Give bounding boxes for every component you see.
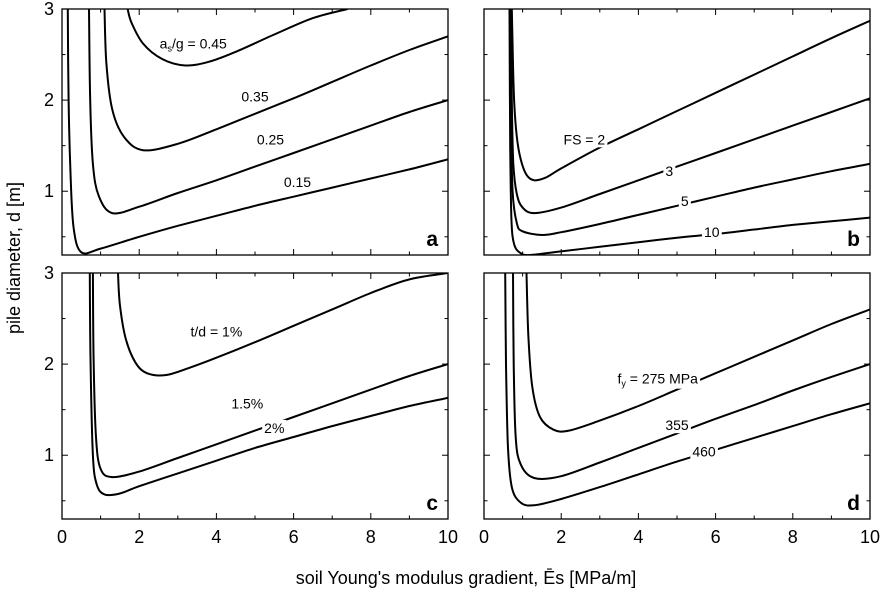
x-tick-label-c: 10: [438, 527, 458, 547]
x-tick-label-d: 2: [556, 527, 566, 547]
y-tick-label-c: 1: [44, 445, 54, 465]
contour-label-bg-d-1: [663, 417, 691, 434]
x-tick-label-c: 8: [366, 527, 376, 547]
contour-line-b-2: [509, 9, 870, 237]
x-tick-label-d: 10: [860, 527, 880, 547]
x-tick-label-c: 4: [211, 527, 221, 547]
panel-frame-b: [483, 8, 871, 256]
contour-label-c-0: t/d = 1%: [191, 323, 243, 339]
contour-label-bg-a-2: [254, 131, 287, 148]
contour-label-a-3: 0.15: [284, 174, 311, 190]
contour-line-b-0: [510, 9, 870, 182]
contour-line-b-3: [508, 9, 870, 255]
contour-label-b-0: FS = 2: [564, 131, 606, 147]
y-tick-label-a: 1: [44, 181, 54, 201]
panel-letter-c: c: [426, 492, 438, 515]
contour-label-d-0: fy = 275 MPa: [618, 371, 699, 389]
contour-line-b-1: [510, 9, 870, 215]
contour-label-c-1: 1.5%: [231, 395, 263, 411]
contour-label-bg-b-0: [561, 131, 608, 148]
y-tick-label-c: 3: [44, 263, 54, 283]
panel-frame-d: [483, 272, 871, 520]
x-tick-label-d: 4: [633, 527, 643, 547]
contour-label-bg-d-0: [615, 370, 701, 389]
y-tick-label-a: 2: [44, 90, 54, 110]
x-tick-label-d: 8: [788, 527, 798, 547]
contour-label-b-2: 5: [681, 193, 689, 209]
contour-label-a-2: 0.25: [257, 131, 284, 147]
x-tick-label-c: 6: [289, 527, 299, 547]
contour-label-bg-d-2: [690, 443, 718, 460]
y-axis-label: pile diameter, d [m]: [4, 182, 24, 334]
x-tick-label-d: 0: [479, 527, 489, 547]
y-tick-label-a: 3: [44, 0, 54, 19]
contour-label-bg-a-0: [157, 35, 230, 54]
contour-line-a-1: [103, 9, 448, 152]
y-tick-label-c: 2: [44, 354, 54, 374]
x-axis-label: soil Young's modulus gradient, Ēs [MPa/m…: [296, 568, 637, 588]
contour-label-bg-c-2: [262, 419, 287, 436]
contour-label-bg-a-1: [239, 88, 271, 105]
contour-label-a-0: as/g = 0.45: [160, 36, 227, 54]
x-tick-label-c: 0: [57, 527, 67, 547]
contour-label-b-3: 10: [704, 224, 720, 240]
contour-line-c-1: [91, 273, 448, 479]
x-tick-label-c: 2: [134, 527, 144, 547]
contour-line-a-0: [126, 9, 348, 67]
panel-letter-d: d: [847, 492, 860, 515]
contour-label-d-2: 460: [692, 444, 716, 460]
contour-label-bg-a-3: [281, 174, 314, 191]
contour-label-b-1: 3: [665, 163, 673, 179]
contour-line-d-1: [512, 273, 870, 480]
contour-label-a-1: 0.35: [241, 88, 268, 104]
panel-letter-b: b: [847, 228, 860, 251]
contour-label-bg-c-0: [188, 323, 245, 340]
contour-line-d-2: [504, 273, 870, 507]
contour-label-bg-b-2: [678, 193, 691, 210]
panel-a: as/g = 0.45 0.35 0.25 0.15 1 2 3 a: [44, 0, 449, 256]
contour-label-bg-b-3: [701, 224, 722, 241]
panel-letter-a: a: [426, 228, 438, 251]
contour-line-c-2: [88, 273, 448, 497]
contour-label-bg-b-1: [663, 163, 676, 180]
contour-label-bg-c-1: [229, 395, 266, 412]
contour-label-c-2: 2%: [264, 420, 284, 436]
contour-line-a-3: [66, 9, 448, 255]
contour-line-c-0: [117, 273, 448, 377]
contour-label-d-1: 355: [665, 417, 689, 433]
contour-line-d-0: [525, 273, 870, 433]
contour-line-a-2: [88, 9, 448, 215]
x-tick-label-d: 6: [711, 527, 721, 547]
panel-b: FS = 2 35 10 b: [483, 8, 871, 256]
